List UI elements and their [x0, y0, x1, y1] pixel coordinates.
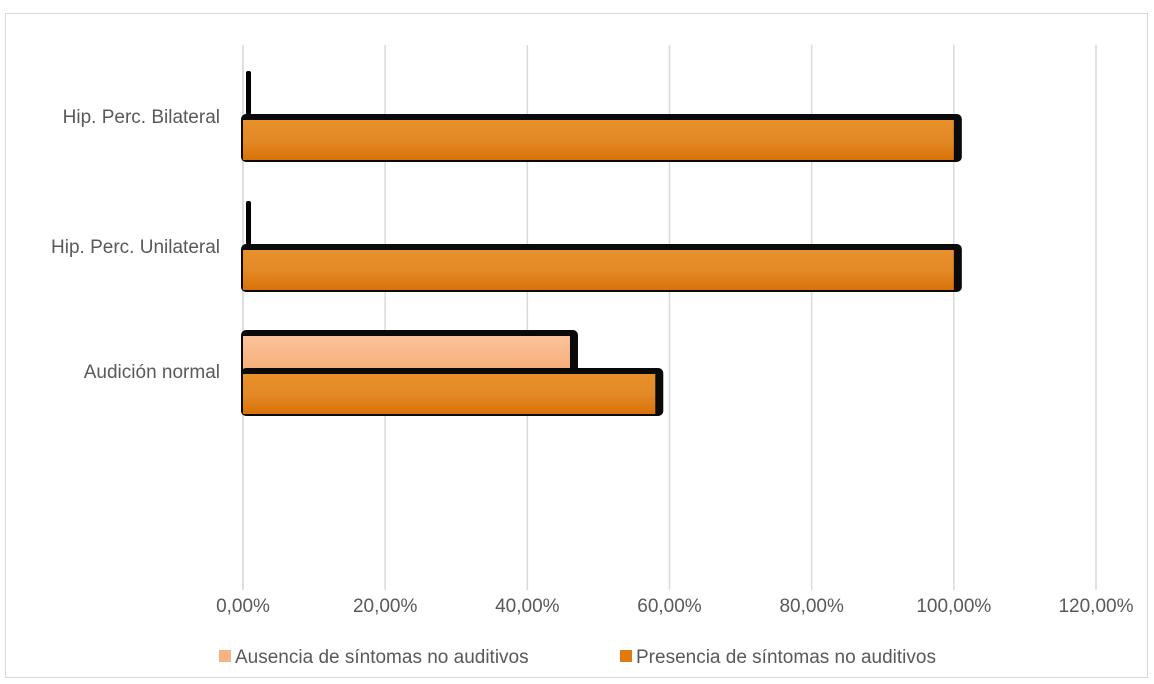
legend: Ausencia de síntomas no auditivos Presenc… — [219, 647, 936, 668]
legend-label: Ausencia de síntomas no auditivos — [235, 647, 529, 668]
legend-label: Presencia de síntomas no auditivos — [636, 647, 936, 668]
legend-swatch — [620, 650, 632, 662]
category-label: Hip. Perc. Unilateral — [51, 237, 220, 258]
x-tick-label: 20,00% — [353, 596, 418, 617]
x-axis-ticks: 0,00% 20,00% 40,00% 60,00% 80,00% 100,00% 120,… — [216, 596, 1134, 617]
x-tick-label: 40,00% — [495, 596, 560, 617]
x-tick-label: 80,00% — [779, 596, 844, 617]
x-tick-label: 120,00% — [1058, 596, 1133, 617]
bar-absence-1 — [246, 201, 251, 245]
legend-item: Presencia de síntomas no auditivos — [620, 647, 936, 668]
x-tick-label: 0,00% — [216, 596, 270, 617]
bar-presence-0 — [241, 114, 962, 162]
x-tick-label: 100,00% — [916, 596, 991, 617]
x-tick-label: 60,00% — [637, 596, 702, 617]
category-label: Hip. Perc. Bilateral — [63, 107, 220, 128]
legend-swatch — [219, 650, 231, 662]
bars — [241, 71, 962, 416]
bar-presence-2 — [241, 368, 664, 416]
y-axis-categories: Hip. Perc. Bilateral Hip. Perc. Unilatera… — [51, 107, 220, 383]
bar-absence-0 — [246, 71, 251, 115]
category-label: Audición normal — [84, 362, 220, 383]
bar-presence-1 — [241, 244, 962, 292]
legend-item: Ausencia de síntomas no auditivos — [219, 647, 529, 668]
